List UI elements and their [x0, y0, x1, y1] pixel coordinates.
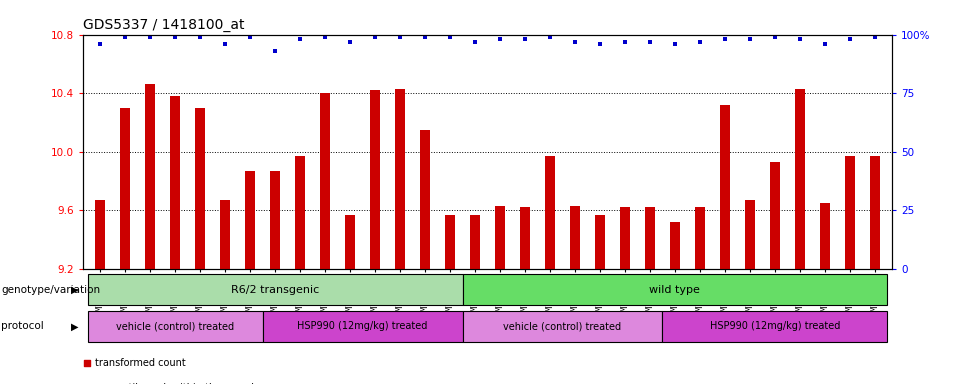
- Point: [692, 38, 708, 45]
- Bar: [495, 206, 505, 269]
- Bar: [262, 311, 462, 342]
- Point: [792, 36, 807, 42]
- Point: [443, 34, 458, 40]
- Point: [118, 34, 134, 40]
- Point: [517, 36, 532, 42]
- Point: [368, 34, 383, 40]
- Text: vehicle (control) treated: vehicle (control) treated: [116, 321, 234, 331]
- Bar: [844, 156, 855, 269]
- Bar: [662, 311, 887, 342]
- Point: [617, 38, 633, 45]
- Bar: [870, 156, 879, 269]
- Bar: [120, 108, 131, 269]
- Text: ▶: ▶: [70, 285, 78, 295]
- Text: genotype/variation: genotype/variation: [1, 285, 100, 295]
- Bar: [295, 156, 305, 269]
- Point: [643, 38, 658, 45]
- Point: [767, 34, 783, 40]
- Bar: [795, 89, 804, 269]
- Point: [817, 41, 833, 47]
- Bar: [345, 215, 355, 269]
- Bar: [462, 275, 887, 306]
- Bar: [695, 207, 705, 269]
- Bar: [395, 89, 405, 269]
- Bar: [171, 96, 180, 269]
- Text: HSP990 (12mg/kg) treated: HSP990 (12mg/kg) treated: [710, 321, 839, 331]
- Bar: [769, 162, 780, 269]
- Bar: [420, 130, 430, 269]
- Point: [717, 36, 732, 42]
- Bar: [670, 222, 680, 269]
- Point: [342, 38, 358, 45]
- Point: [392, 34, 408, 40]
- Text: percentile rank within the sample: percentile rank within the sample: [95, 383, 260, 384]
- Text: ▶: ▶: [70, 321, 78, 331]
- Bar: [644, 207, 655, 269]
- Point: [217, 41, 233, 47]
- Point: [314, 57, 330, 63]
- Bar: [145, 84, 155, 269]
- Bar: [620, 207, 630, 269]
- Point: [417, 34, 433, 40]
- Point: [317, 34, 332, 40]
- Point: [267, 48, 283, 54]
- Point: [567, 38, 583, 45]
- Point: [742, 36, 758, 42]
- Bar: [570, 206, 580, 269]
- Bar: [470, 215, 480, 269]
- Point: [314, 288, 330, 294]
- Bar: [195, 108, 206, 269]
- Point: [467, 38, 483, 45]
- Bar: [320, 93, 331, 269]
- Bar: [96, 200, 105, 269]
- Bar: [246, 171, 255, 269]
- Point: [142, 34, 158, 40]
- Bar: [545, 156, 555, 269]
- Point: [192, 34, 208, 40]
- Text: wild type: wild type: [649, 285, 700, 295]
- Bar: [88, 311, 262, 342]
- Bar: [445, 215, 455, 269]
- Bar: [88, 275, 462, 306]
- Point: [243, 34, 258, 40]
- Text: GDS5337 / 1418100_at: GDS5337 / 1418100_at: [83, 18, 245, 32]
- Bar: [820, 203, 830, 269]
- Text: transformed count: transformed count: [95, 358, 186, 368]
- Text: R6/2 transgenic: R6/2 transgenic: [231, 285, 320, 295]
- Point: [867, 34, 882, 40]
- Text: HSP990 (12mg/kg) treated: HSP990 (12mg/kg) treated: [297, 321, 428, 331]
- Text: vehicle (control) treated: vehicle (control) treated: [503, 321, 621, 331]
- Point: [592, 41, 607, 47]
- Bar: [720, 105, 729, 269]
- Point: [168, 34, 183, 40]
- Bar: [520, 207, 530, 269]
- Point: [492, 36, 508, 42]
- Bar: [370, 90, 380, 269]
- Point: [841, 36, 857, 42]
- Bar: [462, 311, 662, 342]
- Bar: [270, 171, 280, 269]
- Point: [667, 41, 682, 47]
- Point: [292, 36, 308, 42]
- Point: [93, 41, 108, 47]
- Bar: [745, 200, 755, 269]
- Bar: [595, 215, 604, 269]
- Text: protocol: protocol: [1, 321, 44, 331]
- Bar: [220, 200, 230, 269]
- Point: [542, 34, 558, 40]
